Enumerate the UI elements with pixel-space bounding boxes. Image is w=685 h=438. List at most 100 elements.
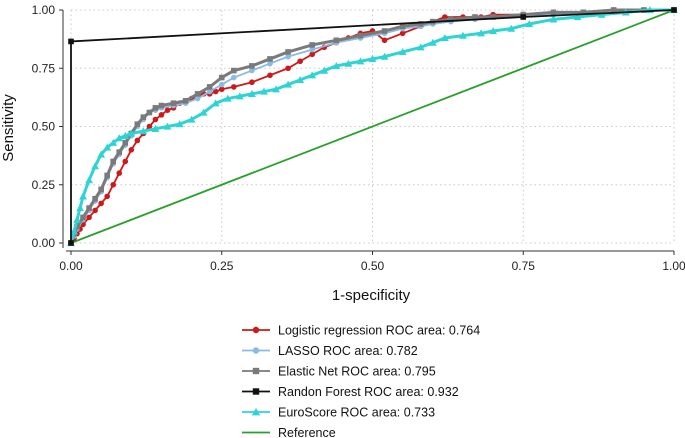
data-point-euroscore-12 — [127, 129, 136, 137]
data-point-logistic-27 — [218, 86, 225, 93]
data-point-euroscore-33 — [380, 52, 389, 60]
data-point-elastic-5 — [92, 195, 98, 202]
data-point-euroscore-19 — [211, 99, 220, 107]
legend-item-logistic: Logistic regression ROC area: 0.764 — [242, 324, 480, 338]
data-point-elastic-4 — [86, 205, 92, 211]
series-euroscore — [67, 6, 678, 247]
data-point-logistic-8 — [104, 193, 110, 200]
data-point-elastic-10 — [122, 140, 129, 146]
data-point-elastic-26 — [309, 42, 315, 48]
data-point-elastic-7 — [104, 172, 110, 179]
legend-swatch-marker — [252, 326, 260, 334]
series-randon — [68, 7, 677, 246]
data-point-elastic-27 — [333, 37, 340, 44]
data-point-euroscore-29 — [332, 62, 341, 70]
series-elastic — [68, 7, 677, 246]
data-point-logistic-31 — [285, 65, 291, 72]
legend-swatch-marker — [252, 367, 260, 375]
legend-item-euroscore: EuroScore ROC area: 0.733 — [242, 406, 435, 420]
data-point-elastic-12 — [134, 121, 141, 127]
data-point-elastic-20 — [206, 84, 213, 90]
data-point-elastic-3 — [80, 214, 86, 221]
data-point-elastic-9 — [116, 149, 123, 155]
data-point-euroscore-13 — [139, 127, 148, 135]
data-point-euroscore-3 — [76, 204, 84, 212]
data-point-logistic-39 — [381, 37, 388, 44]
data-point-elastic-29 — [381, 28, 388, 34]
data-point-euroscore-2 — [73, 215, 81, 223]
legend-item-lasso: LASSO ROC area: 0.782 — [242, 344, 418, 358]
x-tick-label-0: 0.00 — [59, 259, 83, 273]
data-point-randon-0 — [68, 240, 74, 246]
x-axis-title: 1-specificity — [332, 287, 411, 304]
legend-label: Reference — [278, 426, 336, 438]
data-point-elastic-33 — [448, 16, 454, 23]
data-point-euroscore-23 — [260, 87, 268, 95]
data-point-euroscore-15 — [163, 122, 172, 130]
data-point-euroscore-8 — [103, 143, 112, 151]
data-point-logistic-43 — [442, 14, 448, 20]
data-point-logistic-12 — [128, 147, 135, 153]
data-point-euroscore-7 — [97, 150, 106, 158]
data-point-logistic-7 — [98, 200, 104, 207]
data-point-elastic-17 — [170, 100, 177, 106]
data-point-elastic-21 — [218, 74, 225, 81]
data-point-elastic-19 — [194, 91, 201, 97]
series-layer — [67, 6, 678, 247]
data-point-euroscore-45 — [597, 10, 606, 18]
series-line-randon — [70, 9, 675, 243]
data-point-logistic-26 — [212, 88, 219, 95]
reference-layer — [70, 9, 675, 244]
data-point-euroscore-44 — [573, 13, 582, 21]
data-point-lasso-24 — [267, 60, 273, 67]
data-point-elastic-24 — [267, 56, 273, 62]
data-point-elastic-2 — [74, 223, 80, 230]
data-point-euroscore-42 — [525, 20, 534, 28]
data-point-elastic-25 — [285, 49, 291, 55]
data-point-randon-2 — [520, 14, 527, 20]
data-point-elastic-6 — [98, 186, 104, 193]
series-reference — [70, 9, 675, 244]
data-point-euroscore-30 — [344, 59, 353, 67]
data-point-logistic-16 — [152, 116, 159, 123]
y-tick-label-4: 1.00 — [32, 3, 56, 17]
legend-item-randon: Randon Forest ROC area: 0.932 — [242, 385, 459, 399]
y-axis-title: Sensitivity — [0, 94, 17, 162]
data-point-euroscore-24 — [272, 85, 280, 93]
data-point-elastic-15 — [152, 105, 159, 111]
x-tick-label-2: 0.50 — [361, 259, 385, 273]
data-point-euroscore-16 — [175, 120, 184, 128]
data-point-euroscore-38 — [459, 31, 467, 39]
data-point-logistic-40 — [399, 30, 406, 37]
y-tick-label-2: 0.50 — [32, 120, 56, 134]
data-point-elastic-23 — [249, 63, 255, 69]
data-point-randon-1 — [68, 38, 74, 45]
legend-swatch-marker — [251, 407, 261, 416]
data-point-elastic-8 — [110, 158, 117, 165]
legend-label: Logistic regression ROC area: 0.764 — [278, 324, 480, 338]
data-point-elastic-16 — [158, 102, 165, 109]
data-point-elastic-34 — [472, 14, 478, 20]
legend-label: Randon Forest ROC area: 0.932 — [278, 385, 459, 399]
data-point-randon-3 — [671, 7, 677, 13]
data-point-euroscore-17 — [187, 115, 196, 123]
x-tick-label-4: 1.00 — [662, 259, 685, 273]
data-point-logistic-30 — [267, 72, 273, 79]
data-point-elastic-28 — [357, 32, 364, 39]
data-point-euroscore-25 — [284, 80, 292, 88]
data-point-logistic-5 — [86, 214, 92, 221]
data-point-euroscore-34 — [398, 48, 407, 56]
data-point-euroscore-14 — [151, 124, 160, 132]
data-point-euroscore-31 — [356, 57, 365, 65]
data-point-logistic-10 — [116, 170, 123, 176]
data-point-logistic-28 — [231, 84, 237, 90]
data-point-elastic-31 — [417, 21, 424, 27]
y-tick-label-1: 0.25 — [32, 178, 56, 192]
data-point-logistic-29 — [249, 79, 255, 86]
axes — [62, 10, 674, 252]
legend-label: LASSO ROC area: 0.782 — [278, 344, 418, 358]
data-point-logistic-6 — [92, 207, 98, 214]
data-point-logistic-17 — [158, 112, 165, 118]
data-point-logistic-33 — [309, 51, 316, 58]
data-point-euroscore-35 — [416, 43, 425, 51]
